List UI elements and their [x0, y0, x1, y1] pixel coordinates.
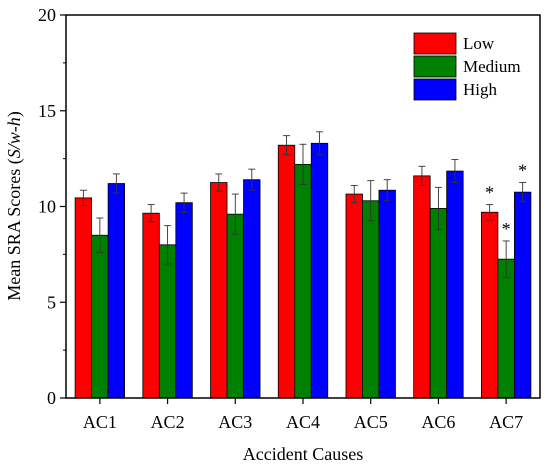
x-tick-label: AC5 — [354, 412, 388, 432]
y-tick-label: 10 — [38, 197, 56, 217]
legend-swatch-low — [413, 32, 457, 55]
bar-high-ac3 — [243, 179, 261, 399]
x-axis-title: Accident Causes — [243, 444, 363, 464]
error-bar-high-ac5 — [383, 179, 391, 202]
significance-star: * — [485, 183, 494, 203]
bar-low-ac4 — [277, 144, 296, 399]
legend-label-medium: Medium — [463, 57, 521, 76]
bar-low-ac1 — [74, 197, 93, 399]
error-bar-low-ac7 — [486, 204, 494, 221]
bars-layer — [74, 142, 532, 399]
significance-star: * — [518, 161, 527, 181]
x-tick-label: AC1 — [83, 412, 117, 432]
x-axis-ticks: AC1 AC2 AC3 AC4 AC5 AC6 AC7 — [83, 398, 523, 432]
y-axis-title-part: S/w-h — [4, 117, 24, 158]
y-axis-ticks: 0 5 10 15 20 — [38, 5, 66, 408]
error-bars-layer — [79, 131, 527, 278]
y-tick-label: 5 — [47, 292, 56, 312]
bar-low-ac2 — [142, 212, 160, 399]
error-bar-high-ac7 — [519, 182, 527, 203]
y-tick-label: 0 — [47, 388, 56, 408]
error-bar-medium-ac4 — [299, 143, 307, 185]
y-axis-title-part: Mean SRA Scores ( — [4, 158, 25, 301]
error-bar-low-ac6 — [418, 165, 426, 186]
bar-high-ac7 — [513, 191, 532, 399]
bar-low-ac5 — [345, 193, 363, 399]
bar-medium-ac1 — [91, 234, 109, 399]
significance-star: * — [502, 219, 511, 239]
error-bar-high-ac6 — [451, 159, 459, 184]
x-tick-label: AC7 — [489, 412, 523, 432]
bar-medium-ac6 — [429, 208, 448, 399]
error-bar-medium-ac7 — [502, 240, 510, 278]
bar-low-ac7 — [480, 211, 499, 399]
bar-high-ac4 — [310, 142, 329, 399]
y-axis-title: Mean SRA Scores (S/w-h) — [4, 111, 25, 301]
bar-high-ac2 — [175, 202, 193, 399]
bar-low-ac3 — [210, 182, 228, 399]
error-bar-low-ac2 — [147, 204, 155, 223]
bar-medium-ac5 — [362, 200, 380, 399]
bar-medium-ac3 — [226, 213, 244, 399]
error-bar-low-ac1 — [79, 189, 87, 206]
error-bar-low-ac5 — [350, 184, 358, 204]
legend-label-low: Low — [463, 34, 495, 53]
error-bar-high-ac3 — [248, 168, 256, 191]
bar-high-ac5 — [378, 189, 396, 399]
bar-medium-ac4 — [294, 163, 312, 399]
error-bar-medium-ac6 — [434, 186, 442, 230]
error-bar-medium-ac5 — [367, 180, 375, 222]
bar-low-ac6 — [413, 175, 431, 399]
error-bar-medium-ac1 — [96, 217, 104, 253]
bar-medium-ac2 — [158, 244, 177, 399]
error-bar-high-ac4 — [316, 131, 323, 156]
error-bar-low-ac4 — [283, 135, 290, 156]
legend-swatch-high — [413, 78, 457, 101]
x-tick-label: AC4 — [286, 412, 320, 432]
legend-swatch-medium — [413, 55, 457, 78]
error-bar-low-ac3 — [215, 173, 223, 192]
y-tick-label: 15 — [38, 101, 56, 121]
error-bar-high-ac2 — [180, 192, 188, 213]
bar-high-ac6 — [446, 170, 464, 399]
legend: Low Medium High — [413, 32, 521, 101]
error-bar-medium-ac3 — [231, 193, 239, 235]
significance-markers: * * * — [485, 161, 527, 239]
x-tick-label: AC2 — [151, 412, 185, 432]
legend-label-high: High — [463, 80, 498, 99]
x-tick-label: AC3 — [218, 412, 252, 432]
error-bar-high-ac1 — [112, 173, 120, 194]
bar-medium-ac7 — [497, 258, 515, 399]
y-tick-label: 20 — [38, 5, 56, 25]
bar-high-ac1 — [107, 183, 126, 399]
x-tick-label: AC6 — [421, 412, 455, 432]
y-axis-title-part: ) — [4, 111, 25, 117]
error-bar-medium-ac2 — [164, 225, 172, 265]
